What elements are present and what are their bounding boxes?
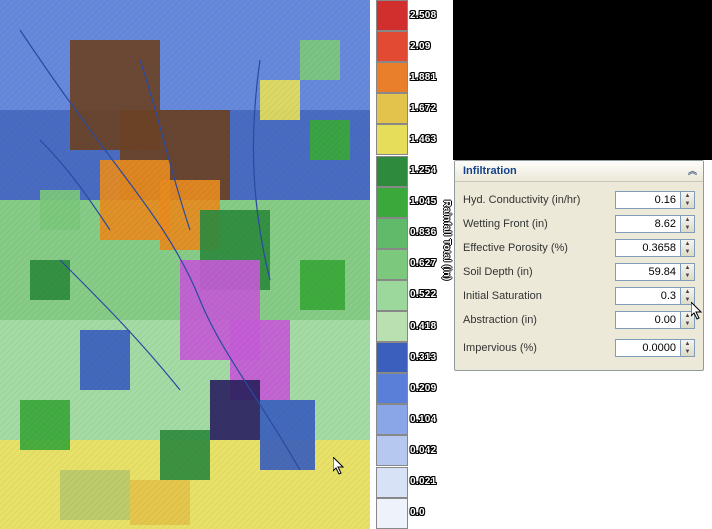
legend-swatch bbox=[376, 93, 408, 124]
spin-buttons[interactable]: ▲▼ bbox=[681, 239, 695, 257]
legend-label: 0.0 bbox=[410, 507, 454, 518]
legend-swatch bbox=[376, 373, 408, 404]
spin-buttons[interactable]: ▲▼ bbox=[681, 215, 695, 233]
param-row: Effective Porosity (%) ▲▼ bbox=[463, 236, 695, 260]
legend-label: 0.042 bbox=[410, 445, 454, 456]
legend-swatch bbox=[376, 467, 408, 498]
legend-swatch bbox=[376, 62, 408, 93]
legend-swatch bbox=[376, 404, 408, 435]
spin-down-icon[interactable]: ▼ bbox=[681, 200, 694, 208]
legend-swatch bbox=[376, 187, 408, 218]
legend-label: 1.045 bbox=[410, 196, 454, 207]
legend-label: 0.104 bbox=[410, 414, 454, 425]
spin-down-icon[interactable]: ▼ bbox=[681, 320, 694, 328]
param-label: Abstraction (in) bbox=[463, 314, 537, 326]
background-strip bbox=[453, 0, 712, 160]
spin-up-icon[interactable]: ▲ bbox=[681, 240, 694, 248]
param-label: Effective Porosity (%) bbox=[463, 242, 568, 254]
legend-swatch bbox=[376, 249, 408, 280]
legend-swatch bbox=[376, 498, 408, 529]
legend-label: 0.209 bbox=[410, 383, 454, 394]
spin-up-icon[interactable]: ▲ bbox=[681, 312, 694, 320]
param-label: Initial Saturation bbox=[463, 290, 542, 302]
param-label: Soil Depth (in) bbox=[463, 266, 533, 278]
spin-down-icon[interactable]: ▼ bbox=[681, 296, 694, 304]
legend-swatch bbox=[376, 280, 408, 311]
legend-label: 0.313 bbox=[410, 352, 454, 363]
legend-title: Rainfall Total (in) bbox=[436, 200, 452, 340]
legend-swatch bbox=[376, 342, 408, 373]
legend-label: 2.09 bbox=[410, 41, 454, 52]
param-label: Wetting Front (in) bbox=[463, 218, 548, 230]
collapse-icon[interactable]: ︽ bbox=[688, 164, 695, 177]
param-row: Wetting Front (in) ▲▼ bbox=[463, 212, 695, 236]
legend-swatch bbox=[376, 124, 408, 155]
spin-up-icon[interactable]: ▲ bbox=[681, 288, 694, 296]
spin-buttons[interactable]: ▲▼ bbox=[681, 339, 695, 357]
param-input[interactable] bbox=[615, 311, 681, 329]
spin-down-icon[interactable]: ▼ bbox=[681, 224, 694, 232]
legend-swatch bbox=[376, 156, 408, 187]
param-input[interactable] bbox=[615, 263, 681, 281]
legend: Rainfall Total (in) 2.508 2.09 1.881 1.672 1… bbox=[376, 0, 453, 529]
spin-down-icon[interactable]: ▼ bbox=[681, 348, 694, 356]
panel-title: Infiltration bbox=[463, 165, 517, 177]
legend-label: 0.418 bbox=[410, 321, 454, 332]
spin-up-icon[interactable]: ▲ bbox=[681, 216, 694, 224]
legend-swatch bbox=[376, 311, 408, 342]
spin-down-icon[interactable]: ▼ bbox=[681, 272, 694, 280]
legend-label: 1.463 bbox=[410, 134, 454, 145]
param-input[interactable] bbox=[615, 339, 681, 357]
spin-down-icon[interactable]: ▼ bbox=[681, 248, 694, 256]
spin-up-icon[interactable]: ▲ bbox=[681, 264, 694, 272]
param-row: Initial Saturation ▲▼ bbox=[463, 284, 695, 308]
param-row: Soil Depth (in) ▲▼ bbox=[463, 260, 695, 284]
infiltration-panel: Infiltration ︽ Hyd. Conductivity (in/hr)… bbox=[454, 160, 704, 371]
map-canvas[interactable] bbox=[0, 0, 370, 529]
spin-buttons[interactable]: ▲▼ bbox=[681, 191, 695, 209]
spin-up-icon[interactable]: ▲ bbox=[681, 192, 694, 200]
spin-up-icon[interactable]: ▲ bbox=[681, 340, 694, 348]
param-input[interactable] bbox=[615, 215, 681, 233]
param-input[interactable] bbox=[615, 191, 681, 209]
spin-buttons[interactable]: ▲▼ bbox=[681, 287, 695, 305]
legend-swatch bbox=[376, 0, 408, 31]
param-label: Hyd. Conductivity (in/hr) bbox=[463, 194, 580, 206]
legend-swatch bbox=[376, 218, 408, 249]
legend-label: 2.508 bbox=[410, 10, 454, 21]
legend-label: 1.254 bbox=[410, 165, 454, 176]
legend-label: 0.627 bbox=[410, 258, 454, 269]
legend-swatch bbox=[376, 31, 408, 62]
param-row: Impervious (%) ▲▼ bbox=[463, 336, 695, 360]
param-input[interactable] bbox=[615, 287, 681, 305]
legend-label: 0.021 bbox=[410, 476, 454, 487]
param-row: Hyd. Conductivity (in/hr) ▲▼ bbox=[463, 188, 695, 212]
param-row: Abstraction (in) ▲▼ bbox=[463, 308, 695, 332]
spin-buttons[interactable]: ▲▼ bbox=[681, 263, 695, 281]
spin-buttons[interactable]: ▲▼ bbox=[681, 311, 695, 329]
legend-swatch bbox=[376, 435, 408, 466]
param-label: Impervious (%) bbox=[463, 342, 537, 354]
legend-label: 1.672 bbox=[410, 103, 454, 114]
legend-label: 0.836 bbox=[410, 227, 454, 238]
legend-label: 0.522 bbox=[410, 289, 454, 300]
param-input[interactable] bbox=[615, 239, 681, 257]
legend-label: 1.881 bbox=[410, 72, 454, 83]
